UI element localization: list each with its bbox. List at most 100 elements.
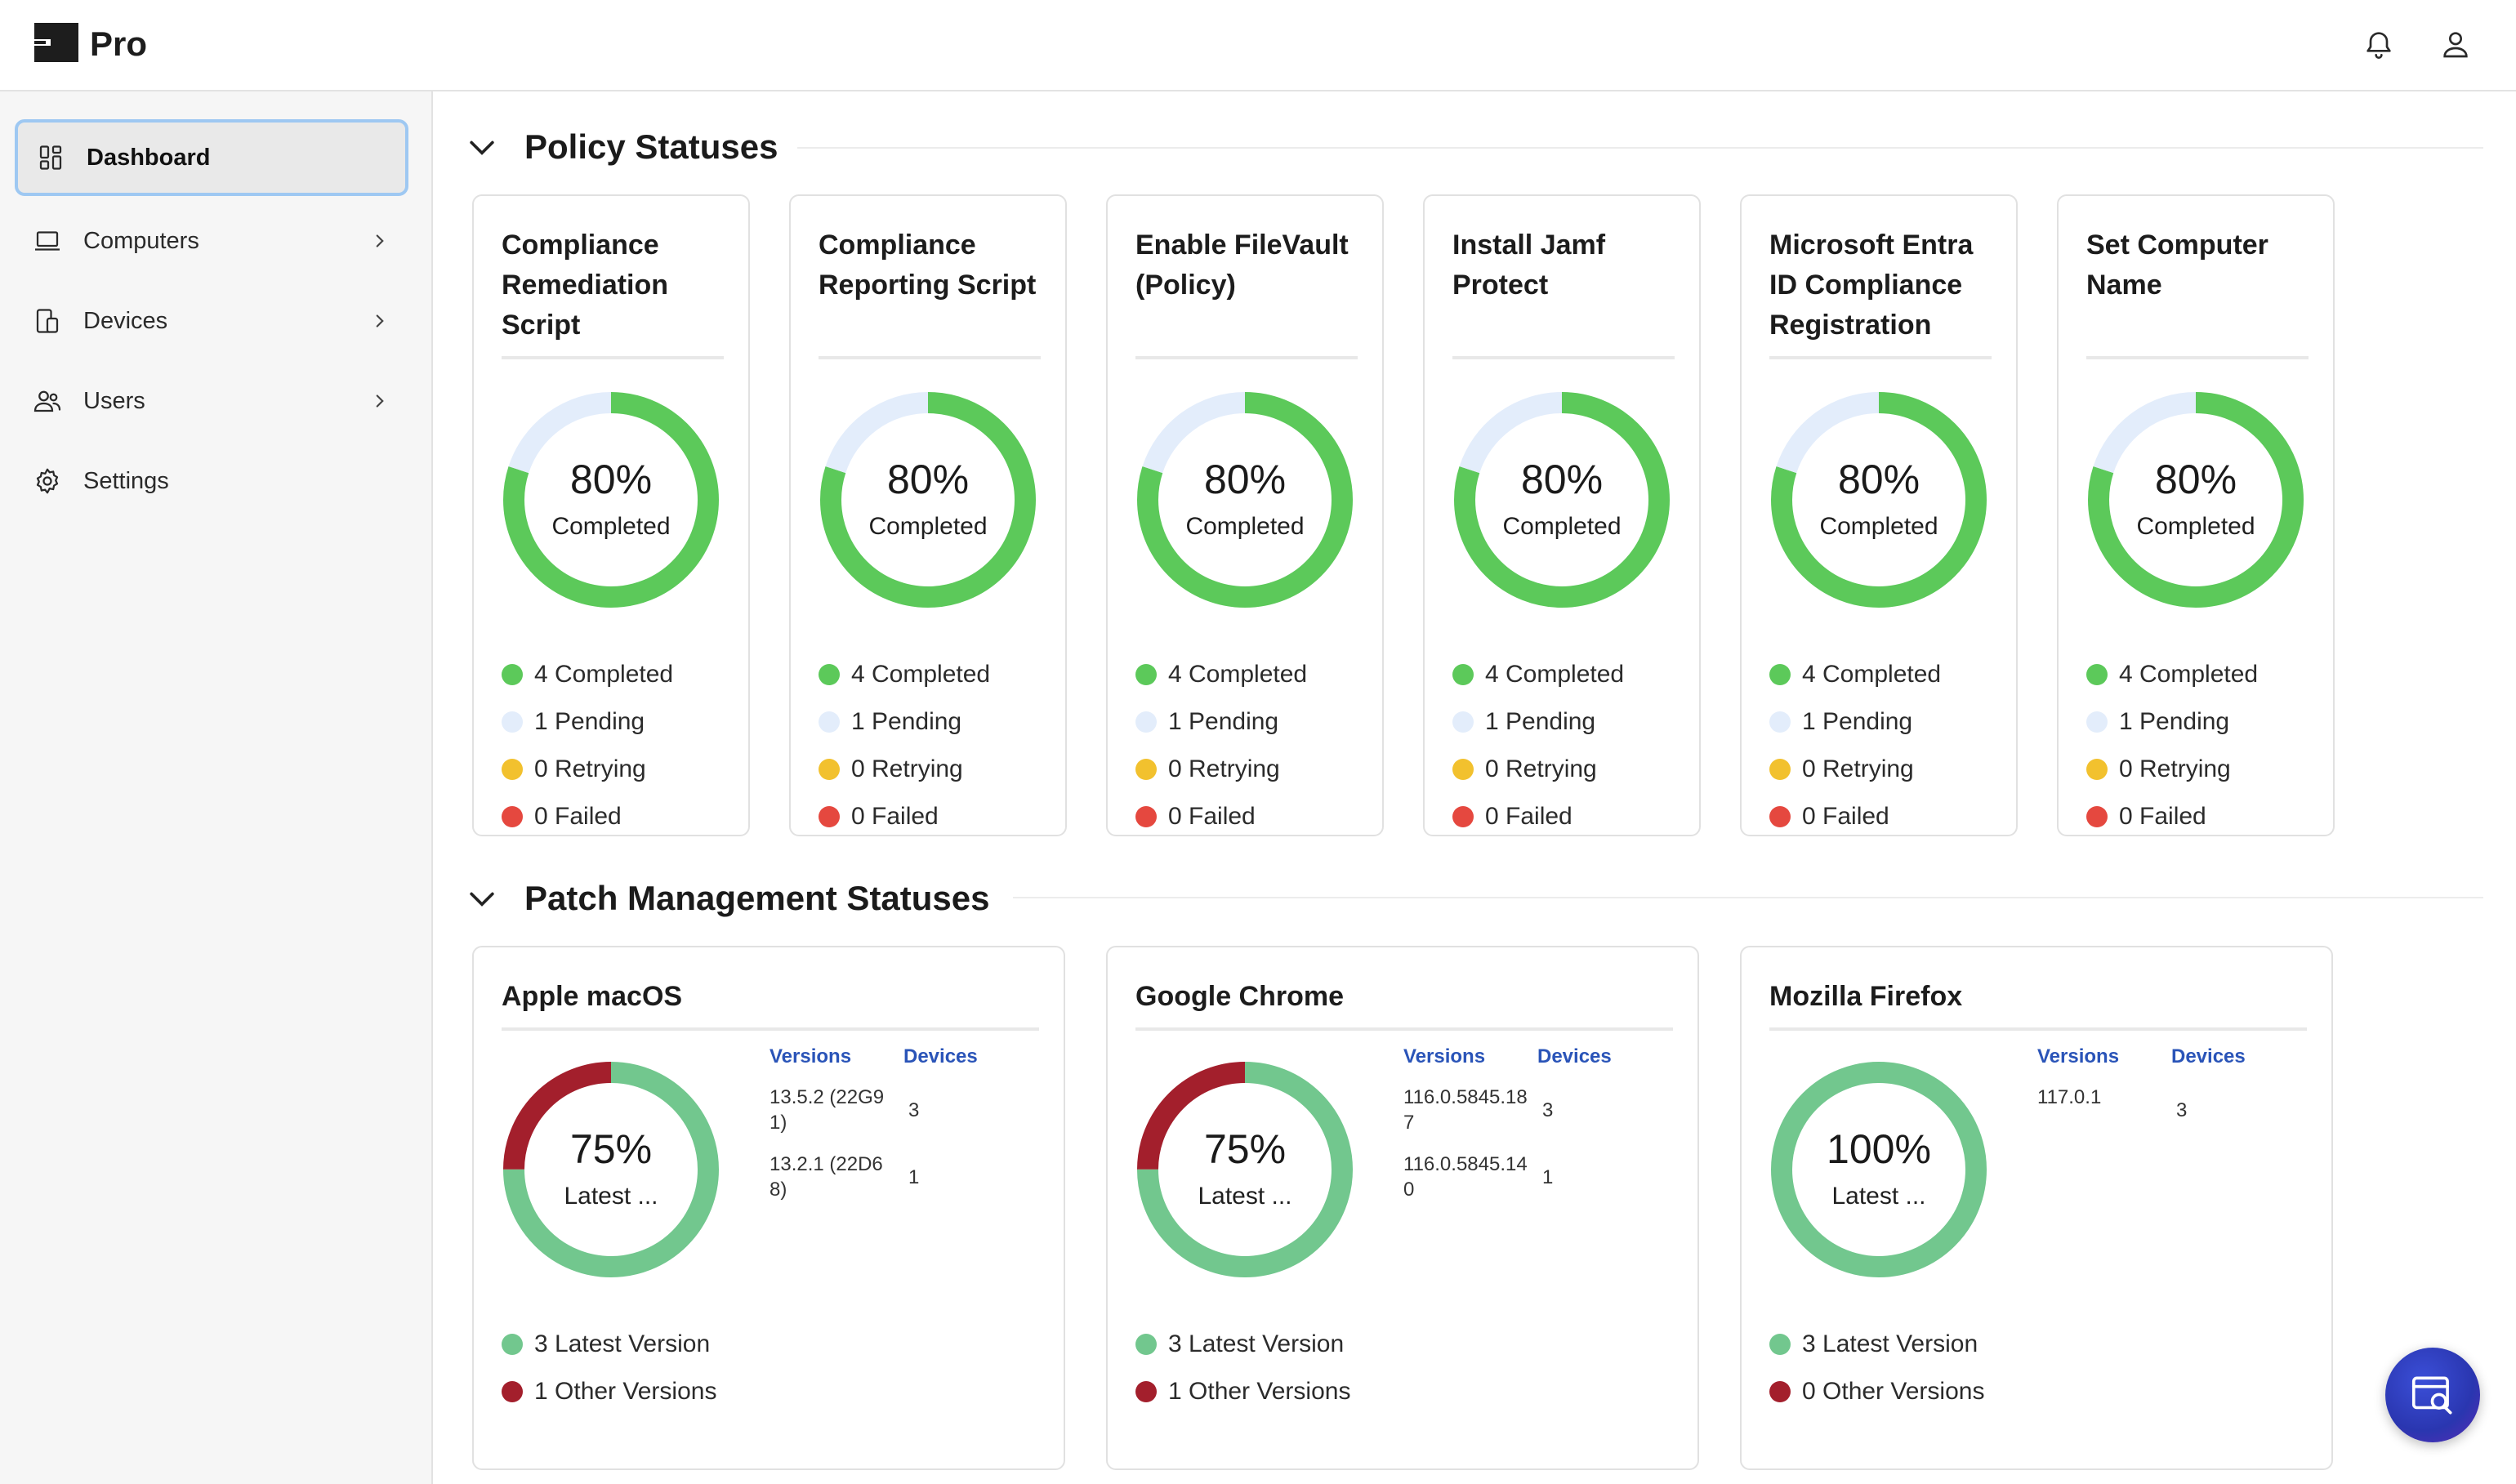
legend-label: 0 Retrying [1802,755,1914,782]
help-search-button[interactable] [2385,1348,2480,1442]
legend-item: 4 Completed [819,658,990,691]
legend-label: 0 Retrying [534,755,646,782]
retrying-dot [1769,759,1791,780]
card-title: Apple macOS [502,981,683,1012]
pending-segment [2088,392,2304,608]
donut-chart [1137,392,1353,608]
policy-card[interactable]: Compliance Remediation Script 80% Complete… [472,194,750,836]
sidebar-item-users[interactable]: Users [15,363,408,439]
donut-percent: 80% [1520,457,1604,502]
donut-percent: 75% [1203,1126,1287,1172]
donut-chart [820,392,1036,608]
chevron-right-icon [376,314,384,328]
patch-card[interactable]: Apple macOS 75% Latest ... Versions Devices 1… [472,946,1065,1470]
device-count-cell: 1 [908,1166,920,1188]
account-button[interactable] [2434,23,2477,65]
sidebar-item-settings[interactable]: Settings [15,443,408,519]
completion-donut: 80% Completed [503,392,719,608]
legend-label: 4 Completed [1802,661,1942,688]
legend-item: 1 Pending [1452,706,1595,738]
pending-dot [1452,711,1474,733]
retrying-dot [1135,759,1157,780]
legend-item: 4 Completed [2086,658,2258,691]
donut-chart [1137,1062,1353,1277]
legend-item: 0 Failed [1769,800,1889,833]
legend-label: 3 Latest Version [534,1330,711,1357]
card-title: Enable FileVault (Policy) [1135,230,1349,301]
patch-section-toggle[interactable]: Patch Management Statuses [464,874,990,923]
users-icon [31,385,64,417]
legend-label: 0 Failed [2119,803,2206,830]
donut-chart [2088,392,2304,608]
sidebar-item-devices[interactable]: Devices [15,283,408,359]
donut-percent: 80% [1203,457,1287,502]
sidebar-item-label: Settings [83,467,169,494]
latest-dot [1769,1334,1791,1355]
versions-header: Versions [2037,1045,2120,1067]
policy-card[interactable]: Microsoft Entra ID Compliance Registrati… [1740,194,2018,836]
version-cell: 116.0.5845.140 [1403,1153,1528,1201]
version-cell: 116.0.5845.187 [1403,1086,1528,1134]
card-divider [1769,356,1992,359]
latest-segment [1771,1062,1987,1277]
completion-donut: 80% Completed [2088,392,2304,608]
pending-segment [1771,392,1987,608]
legend-label: 3 Latest Version [1168,1330,1345,1357]
devices-icon [31,305,64,337]
donut-chart [503,392,719,608]
latest-dot [502,1334,523,1355]
donut-label: Completed [1819,513,1938,540]
donut-percent: 75% [569,1126,653,1172]
donut-percent: 80% [2154,457,2237,502]
legend-item: 0 Failed [1135,800,1256,833]
retrying-dot [1452,759,1474,780]
card-title: Mozilla Firefox [1769,981,1963,1012]
legend-item: 1 Pending [502,706,645,738]
legend-item: 0 Retrying [1769,753,1914,786]
card-divider [1135,1027,1673,1031]
retrying-dot [2086,759,2108,780]
device-count-cell: 1 [1542,1166,1554,1188]
pending-dot [1769,711,1791,733]
patch-card[interactable]: Mozilla Firefox 100% Latest ... Versions Dev… [1740,946,2333,1470]
legend-item: 1 Pending [819,706,961,738]
other-dot [1135,1381,1157,1402]
section-divider [1013,897,2483,898]
card-title: Set Computer Name [2086,230,2268,301]
other-dot [1769,1381,1791,1402]
legend-label: 0 Retrying [1485,755,1597,782]
legend-item: 3 Latest Version [502,1328,710,1361]
patch-card[interactable]: Google Chrome 75% Latest ... Versions Device… [1106,946,1699,1470]
sidebar-item-dashboard[interactable]: Dashboard [15,119,408,196]
versions-header: Versions [770,1045,852,1067]
donut-percent: 80% [569,457,653,502]
legend-label: 1 Pending [851,708,962,735]
other-segment [1137,1062,1353,1277]
top-bar: Pro [0,0,2516,91]
chevron-down-icon [470,892,494,907]
legend-label: 1 Other Versions [1168,1378,1351,1405]
policy-card[interactable]: Install Jamf Protect 80% Completed 4 Comple… [1423,194,1701,836]
legend-label: 4 Completed [1168,661,1308,688]
other-dot [502,1381,523,1402]
legend-item: 1 Other Versions [1135,1375,1350,1408]
card-title: Google Chrome [1135,981,1345,1012]
search-document-icon [2411,1376,2452,1415]
policy-card[interactable]: Set Computer Name 80% Completed 4 Completed… [2057,194,2335,836]
devices-header: Devices [2171,1045,2246,1067]
legend-item: 3 Latest Version [1135,1328,1344,1361]
legend-item: 4 Completed [502,658,673,691]
legend-label: 0 Retrying [1168,755,1280,782]
legend-label: 0 Failed [534,803,622,830]
failed-dot [2086,806,2108,827]
policy-card[interactable]: Enable FileVault (Policy) 80% Completed 4 C… [1106,194,1384,836]
legend-label: 0 Failed [1485,803,1572,830]
failed-dot [502,806,523,827]
card-title: Microsoft Entra ID Compliance Registrati… [1769,230,1974,341]
failed-dot [1135,806,1157,827]
notifications-button[interactable] [2358,23,2400,65]
policy-card[interactable]: Compliance Reporting Script 80% Completed 4… [789,194,1067,836]
donut-chart [1771,392,1987,608]
policy-section-toggle[interactable]: Policy Statuses [464,123,778,172]
sidebar-item-computers[interactable]: Computers [15,203,408,279]
